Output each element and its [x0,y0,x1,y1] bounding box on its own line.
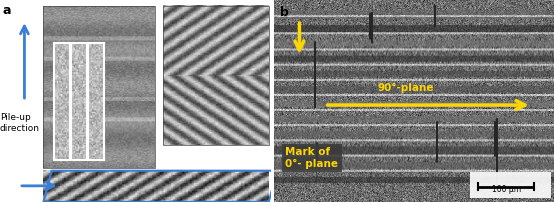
Bar [163,6,269,145]
Text: 90°-plane: 90°-plane [378,83,434,93]
Bar [43,6,155,168]
Text: 100 μm: 100 μm [492,185,521,194]
Bar [470,172,551,198]
Bar [71,43,87,160]
Bar [89,43,104,160]
Bar [54,43,70,160]
Text: Pile-up
direction: Pile-up direction [0,113,40,133]
Text: b: b [280,6,289,19]
Text: a: a [3,4,11,17]
Text: Mark of
0°- plane: Mark of 0°- plane [285,147,338,169]
